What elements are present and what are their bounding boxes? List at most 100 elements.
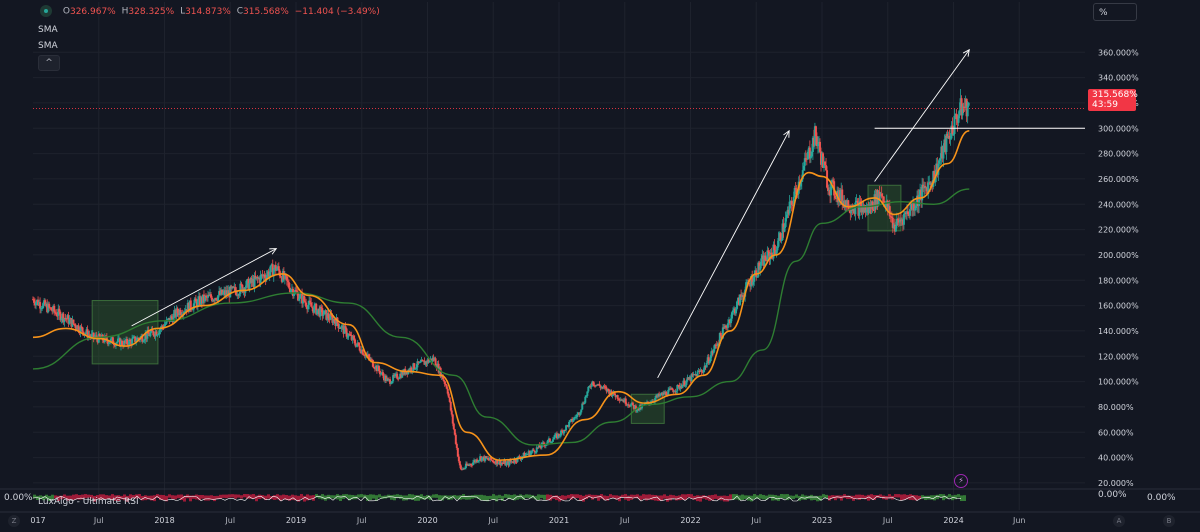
rsi-bar bbox=[582, 495, 585, 502]
x-tick-label: Jul bbox=[619, 516, 630, 525]
rsi-indicator-label[interactable]: LuxAlgo - Ultimate RSI bbox=[38, 497, 139, 507]
rsi-bar bbox=[300, 494, 303, 499]
candle-body bbox=[274, 265, 277, 271]
candle-body bbox=[514, 459, 517, 462]
rsi-bar bbox=[897, 494, 900, 498]
candle-body bbox=[506, 461, 509, 463]
rsi-bar bbox=[840, 495, 843, 501]
rsi-bar bbox=[873, 495, 876, 500]
candle-body bbox=[221, 289, 224, 295]
candle-body bbox=[954, 113, 957, 116]
candle-body bbox=[327, 313, 330, 319]
auto-scale-button[interactable]: A bbox=[1113, 515, 1125, 527]
candle-body bbox=[726, 323, 729, 328]
candle-body bbox=[764, 255, 767, 261]
rsi-bar bbox=[513, 494, 516, 501]
rsi-bar bbox=[63, 494, 66, 499]
candle-body bbox=[304, 301, 307, 303]
candle-body bbox=[586, 391, 589, 396]
candle-body bbox=[409, 367, 412, 372]
candle-body bbox=[70, 318, 73, 327]
scale-mode-button[interactable]: % bbox=[1093, 3, 1137, 21]
rsi-bar bbox=[855, 494, 858, 500]
candle-body bbox=[267, 271, 270, 277]
candle-body bbox=[844, 200, 847, 208]
rsi-bar bbox=[327, 494, 330, 500]
rsi-bar bbox=[411, 494, 414, 501]
rsi-bar bbox=[546, 494, 549, 501]
rsi-bar bbox=[360, 494, 363, 498]
low-label: L bbox=[180, 6, 186, 17]
candle-body bbox=[425, 361, 428, 364]
candle-body bbox=[361, 349, 364, 355]
candle-body bbox=[133, 336, 136, 338]
candle-body bbox=[186, 302, 189, 312]
candle-body bbox=[503, 460, 506, 464]
corner-right-button[interactable]: B bbox=[1163, 515, 1175, 527]
y-axis[interactable]: 360.000%340.000%320.000%300.000%280.000%… bbox=[1098, 48, 1139, 488]
rsi-bar bbox=[174, 495, 177, 500]
candle-body bbox=[588, 386, 591, 388]
candle-body bbox=[867, 206, 870, 214]
candle-body bbox=[918, 194, 921, 207]
candle-body bbox=[435, 365, 438, 369]
candle-body bbox=[828, 190, 831, 192]
rsi-bar bbox=[183, 495, 186, 502]
candle-body bbox=[697, 370, 700, 372]
candle-body bbox=[808, 147, 811, 159]
candle-body bbox=[838, 190, 841, 203]
candle-body bbox=[220, 289, 223, 295]
candle-body bbox=[69, 318, 72, 320]
candle-body bbox=[272, 269, 275, 277]
rsi-bar bbox=[753, 494, 756, 500]
candle-body bbox=[617, 398, 620, 400]
lightning-icon[interactable]: ⚡ bbox=[954, 474, 968, 488]
candle-body bbox=[137, 337, 140, 339]
candle-body bbox=[478, 459, 481, 461]
candle-body bbox=[805, 158, 808, 160]
candle-body bbox=[495, 459, 498, 465]
candle-body bbox=[685, 380, 688, 385]
corner-left-button[interactable]: Z bbox=[8, 515, 20, 527]
candle-body bbox=[383, 375, 386, 381]
candle-body bbox=[57, 308, 60, 316]
candle-body bbox=[424, 361, 427, 365]
candle-body bbox=[283, 273, 286, 279]
candle-body bbox=[603, 386, 606, 388]
candle-body bbox=[455, 443, 458, 448]
symbol-status-icon[interactable] bbox=[40, 5, 52, 17]
candle-body bbox=[749, 283, 752, 287]
collapse-legend-button[interactable]: ^ bbox=[38, 55, 60, 71]
rsi-bar bbox=[234, 494, 237, 499]
candle-body bbox=[432, 357, 435, 361]
candle-body bbox=[542, 442, 545, 445]
indicator-sma-1[interactable]: SMA bbox=[38, 25, 58, 35]
trend-arrow bbox=[874, 49, 970, 182]
x-axis[interactable]: 017 Jul 2018 Jul 2019 Jul 2020 Jul 2021 Jul 2022 Ju… bbox=[0, 511, 1200, 525]
rsi-bar bbox=[321, 494, 324, 500]
candle-body bbox=[492, 460, 495, 463]
candle-body bbox=[575, 416, 578, 418]
indicator-sma-2[interactable]: SMA bbox=[38, 41, 58, 51]
candle-body bbox=[825, 165, 828, 171]
candle-body bbox=[870, 201, 873, 209]
x-tick-label: Jul bbox=[750, 516, 761, 525]
candle-body bbox=[58, 308, 61, 312]
candle-body bbox=[370, 359, 373, 361]
candle-body bbox=[722, 327, 725, 329]
candle-body bbox=[163, 325, 166, 329]
candle-body bbox=[92, 332, 95, 339]
candle-body bbox=[883, 202, 886, 208]
candle-body bbox=[145, 334, 148, 339]
candle-body bbox=[759, 265, 762, 270]
candle-body bbox=[675, 390, 678, 392]
candle-body bbox=[431, 357, 434, 362]
candle-body bbox=[450, 410, 453, 415]
rsi-bar bbox=[489, 495, 492, 500]
candle-body bbox=[393, 375, 396, 377]
candle-body bbox=[948, 135, 951, 139]
rsi-bar bbox=[723, 495, 726, 502]
rsi-bar bbox=[45, 494, 48, 500]
candle-body bbox=[923, 185, 926, 189]
